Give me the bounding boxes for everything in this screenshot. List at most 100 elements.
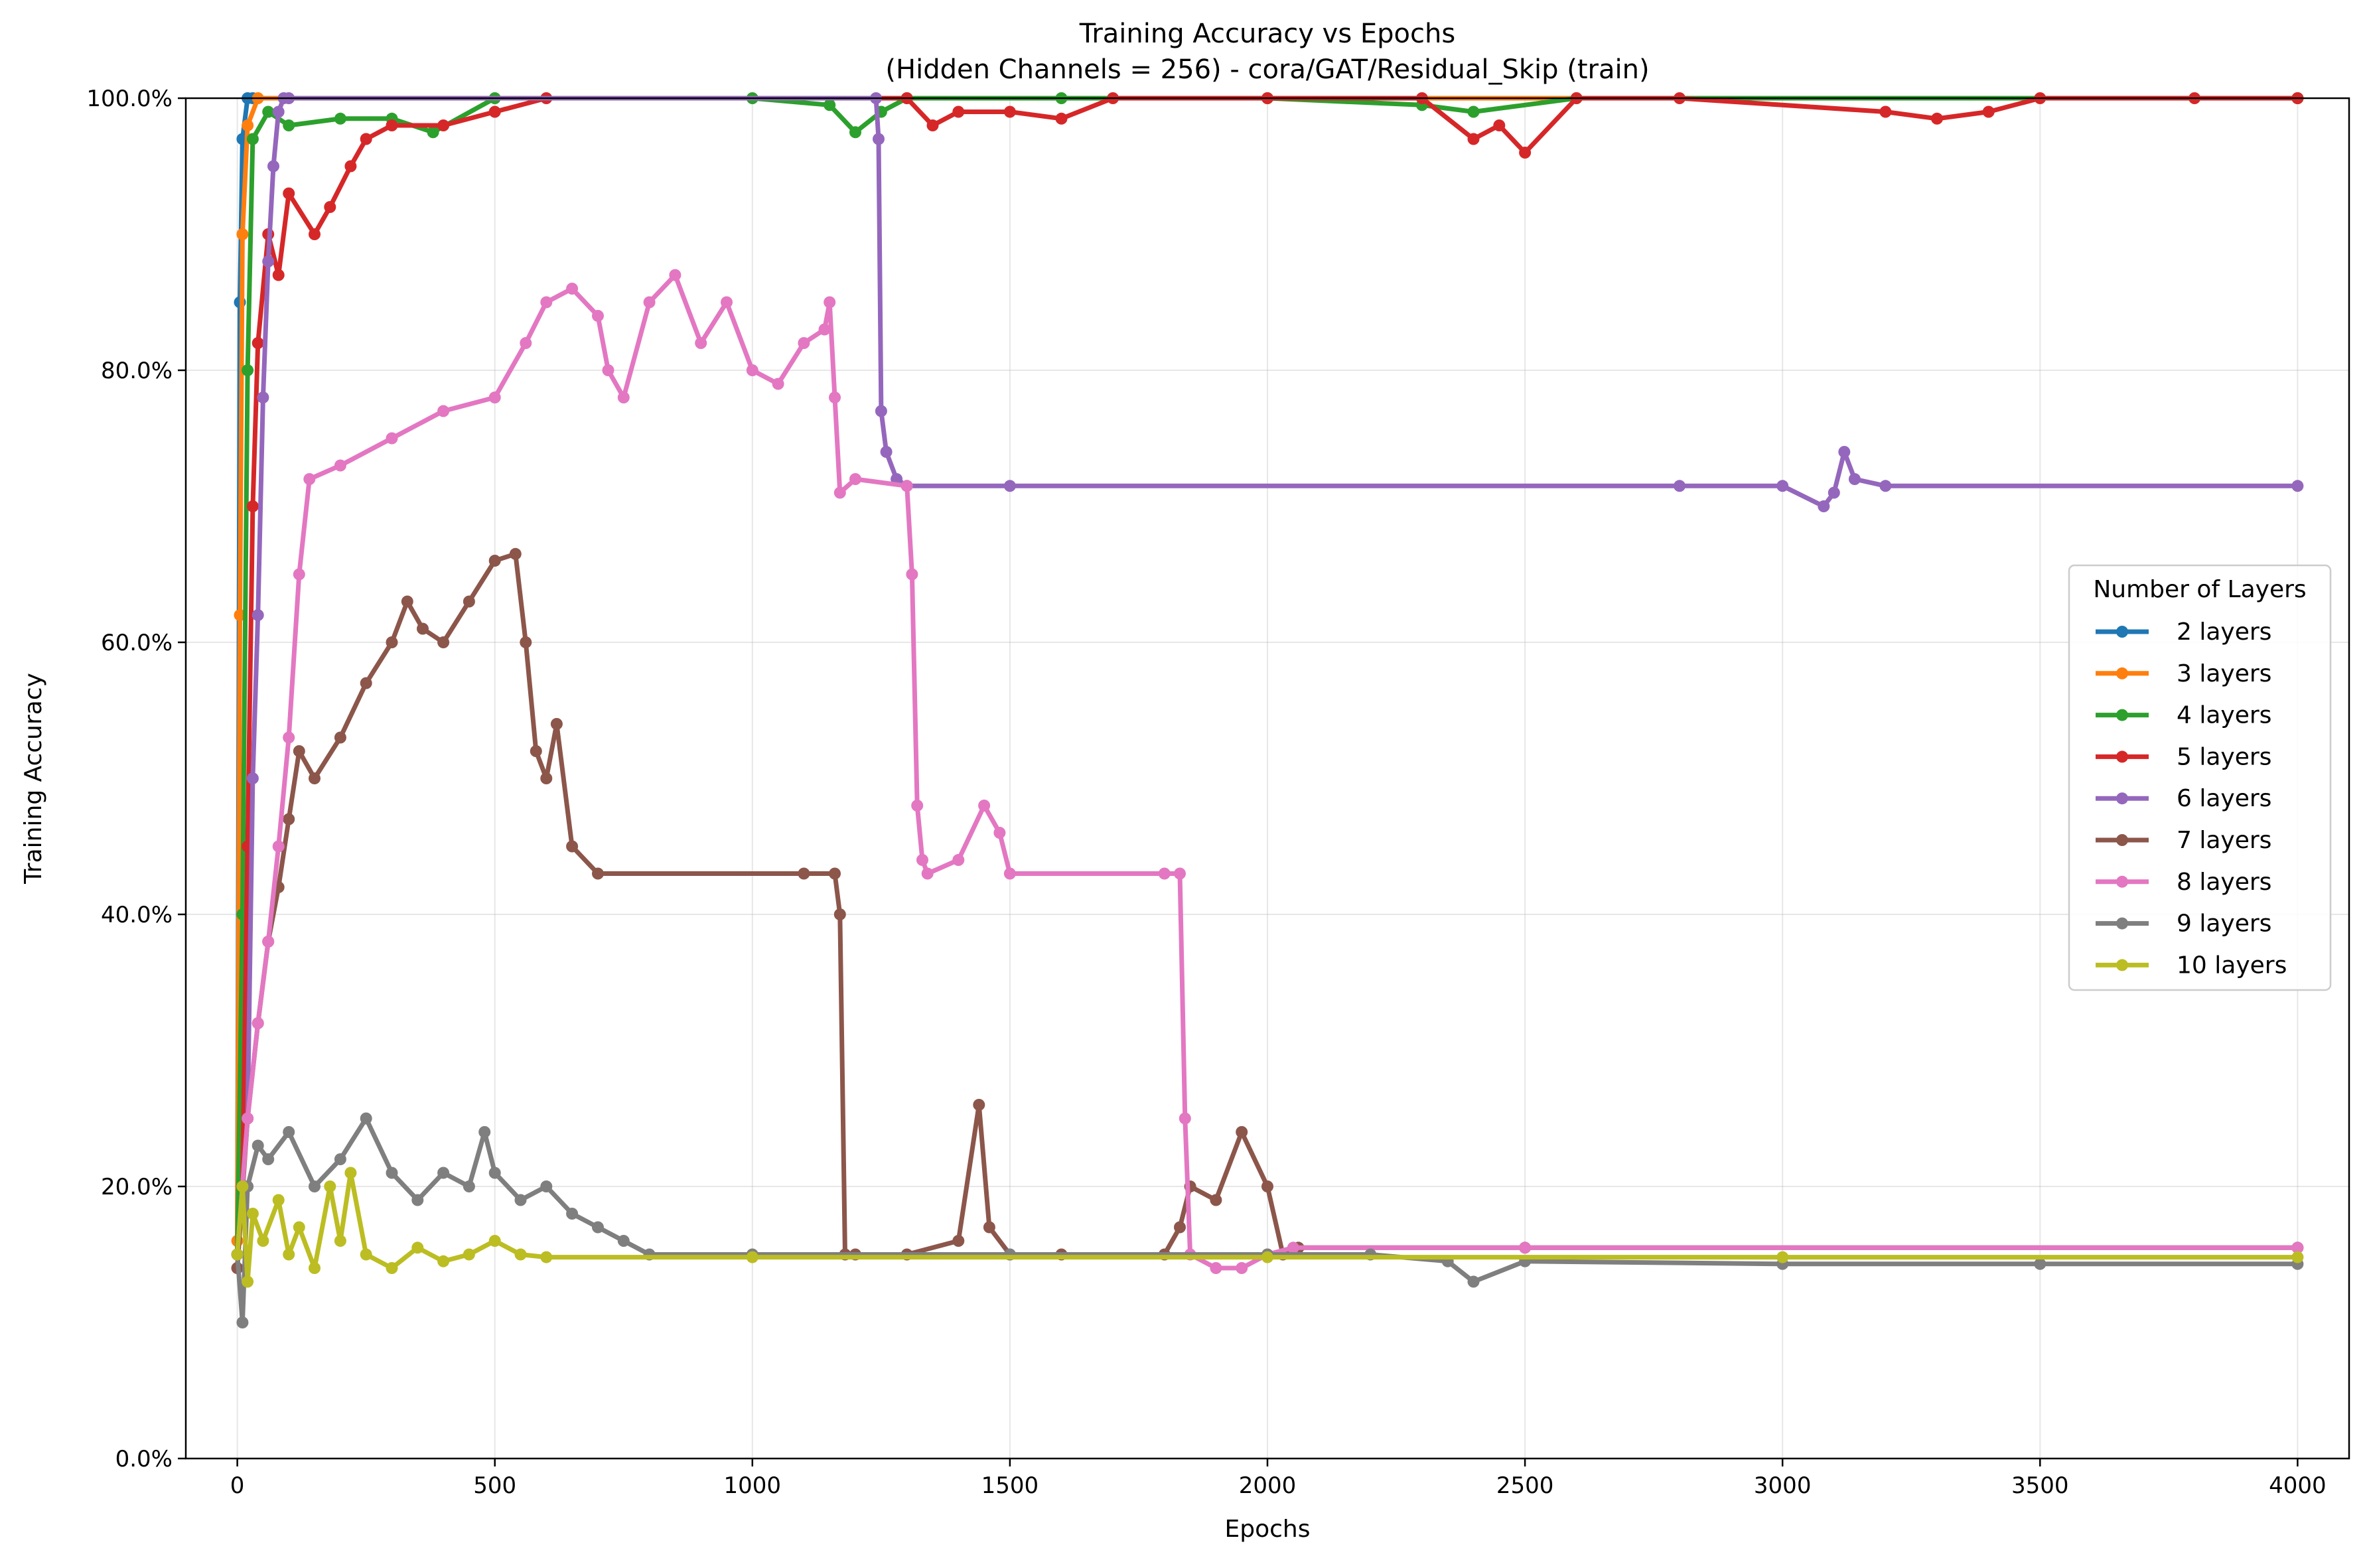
data-point [386, 1262, 398, 1274]
y-axis: 0.0% 20.0% 40.0% 60.0% 80.0% 100.0% [86, 86, 186, 1472]
data-point [267, 160, 279, 173]
data-point [386, 119, 398, 131]
data-point [242, 1112, 254, 1125]
legend: Number of Layers 2 layers 3 layers 4 layer… [2068, 564, 2332, 991]
data-point [283, 813, 295, 825]
data-point [2291, 1251, 2304, 1263]
data-point [242, 1275, 254, 1288]
data-point [293, 568, 305, 581]
chart-title: Training Accuracy vs Epochs [1079, 19, 1455, 49]
legend-item: 10 layers [2096, 952, 2287, 979]
data-point [829, 392, 841, 403]
data-point [669, 269, 682, 281]
data-point [437, 1255, 450, 1267]
data-point [437, 636, 450, 648]
y-tick-label: 20.0% [101, 1174, 173, 1200]
data-point [262, 106, 275, 118]
data-point [540, 1251, 553, 1263]
data-point [798, 867, 810, 880]
legend-label: 5 layers [2177, 743, 2271, 770]
data-point [1818, 500, 1830, 512]
legend-label: 6 layers [2177, 785, 2271, 812]
data-point [309, 1180, 321, 1192]
data-point [257, 392, 269, 403]
data-point [875, 405, 887, 417]
data-point [283, 731, 295, 744]
legend-label: 2 layers [2177, 618, 2271, 646]
data-point [231, 1248, 244, 1261]
data-point [1287, 1242, 1299, 1254]
y-tick-label: 100.0% [86, 86, 173, 112]
legend-marker [2116, 667, 2128, 679]
legend-item: 9 layers [2096, 910, 2271, 938]
x-axis: 0 500 1000 1500 2000 2500 3000 3500 4000 [230, 1459, 2327, 1499]
data-point [272, 1194, 285, 1206]
x-tick-label: 1000 [724, 1472, 782, 1499]
legend-label: 8 layers [2177, 869, 2271, 896]
data-point [643, 296, 656, 309]
data-point [1674, 480, 1686, 492]
legend-label: 10 layers [2177, 952, 2287, 979]
data-point [262, 936, 275, 948]
data-point [283, 1126, 295, 1138]
data-point [978, 800, 991, 812]
data-point [283, 187, 295, 200]
data-point [1174, 1221, 1186, 1234]
data-point [2291, 1242, 2304, 1254]
x-tick-label: 1500 [981, 1472, 1039, 1499]
data-point [993, 827, 1006, 839]
data-point [617, 392, 630, 403]
data-point [592, 867, 604, 880]
data-point [1467, 1275, 1480, 1288]
data-point [293, 1221, 305, 1234]
data-point [911, 800, 924, 812]
data-point [746, 364, 758, 376]
data-point [262, 255, 275, 267]
legend-label: 9 layers [2177, 910, 2271, 938]
data-point [1776, 1251, 1789, 1263]
data-point [293, 745, 305, 757]
data-point [344, 160, 357, 173]
data-point [916, 854, 928, 866]
legend-item: 3 layers [2096, 660, 2271, 687]
data-point [488, 1235, 501, 1247]
legend-marker [2116, 750, 2128, 763]
data-point [360, 1112, 372, 1125]
data-point [386, 1167, 398, 1179]
data-point [246, 500, 259, 512]
data-point [746, 1251, 758, 1263]
data-point [360, 677, 372, 689]
data-point [1519, 1242, 1532, 1254]
data-point [772, 378, 784, 390]
legend-item: 6 layers [2096, 785, 2271, 812]
legend-marker [2116, 792, 2128, 805]
data-point [1174, 867, 1186, 880]
data-point [257, 1235, 269, 1247]
data-point [592, 310, 604, 322]
data-point [283, 119, 295, 131]
x-tick-label: 0 [230, 1472, 245, 1499]
data-point [488, 392, 501, 403]
legend-item: 4 layers [2096, 702, 2271, 729]
data-point [824, 99, 836, 111]
data-point [695, 337, 707, 349]
data-point [463, 1248, 475, 1261]
data-point [386, 432, 398, 445]
x-tick-label: 3000 [1754, 1472, 1812, 1499]
data-point [251, 1139, 264, 1152]
y-tick-label: 60.0% [101, 630, 173, 656]
data-point [1467, 133, 1480, 145]
legend-marker [2116, 917, 2128, 930]
data-point [1210, 1262, 1222, 1274]
data-point [1879, 480, 1892, 492]
data-point [520, 636, 532, 648]
series-10-layers [231, 1167, 2304, 1288]
data-point [334, 459, 346, 472]
legend-label: 4 layers [2177, 702, 2271, 729]
data-point [411, 1194, 424, 1206]
x-tick-label: 500 [473, 1472, 516, 1499]
x-tick-label: 2000 [1239, 1472, 1297, 1499]
data-point [798, 337, 810, 349]
data-point [1931, 112, 1943, 125]
